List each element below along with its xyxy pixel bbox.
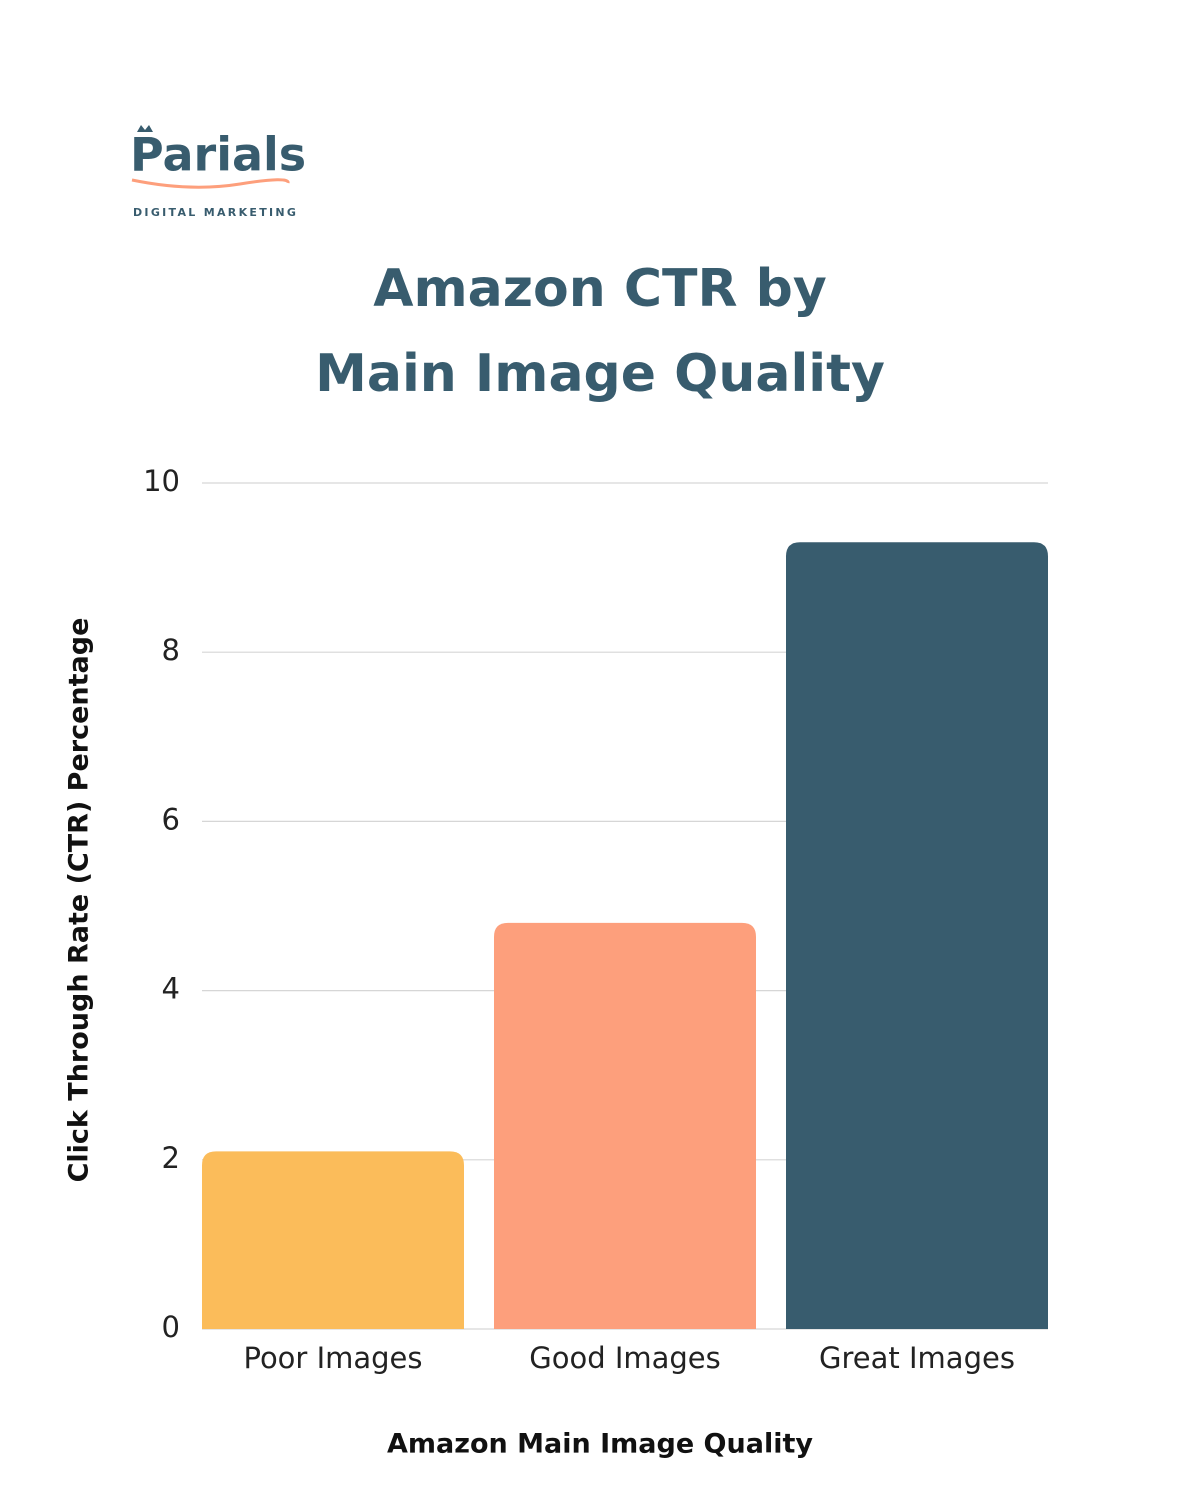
y-axis-label: Click Through Rate (CTR) Percentage	[64, 618, 95, 1183]
logo-crown	[137, 125, 153, 132]
y-tick-label: 0	[162, 1310, 180, 1344]
y-tick-label: 6	[162, 802, 180, 836]
bar	[786, 542, 1048, 1329]
bar	[202, 1151, 464, 1329]
x-tick-label: Great Images	[819, 1341, 1015, 1375]
logo-name: Parials	[130, 128, 306, 182]
logo: Parials DIGITAL MARKETING	[130, 125, 306, 219]
logo-tagline: DIGITAL MARKETING	[133, 206, 298, 219]
bar	[494, 922, 756, 1329]
x-tick-label: Poor Images	[243, 1341, 422, 1375]
y-tick-label: 2	[162, 1141, 180, 1175]
chart-title: Main Image Quality	[315, 344, 885, 404]
y-tick-label: 10	[143, 464, 180, 498]
x-tick-label: Good Images	[529, 1341, 721, 1375]
x-axis-label: Amazon Main Image Quality	[387, 1429, 813, 1460]
y-tick-label: 4	[162, 972, 180, 1006]
logo-swoosh	[131, 178, 290, 189]
chart-title: Amazon CTR by	[373, 259, 827, 319]
y-tick-label: 8	[162, 633, 180, 667]
